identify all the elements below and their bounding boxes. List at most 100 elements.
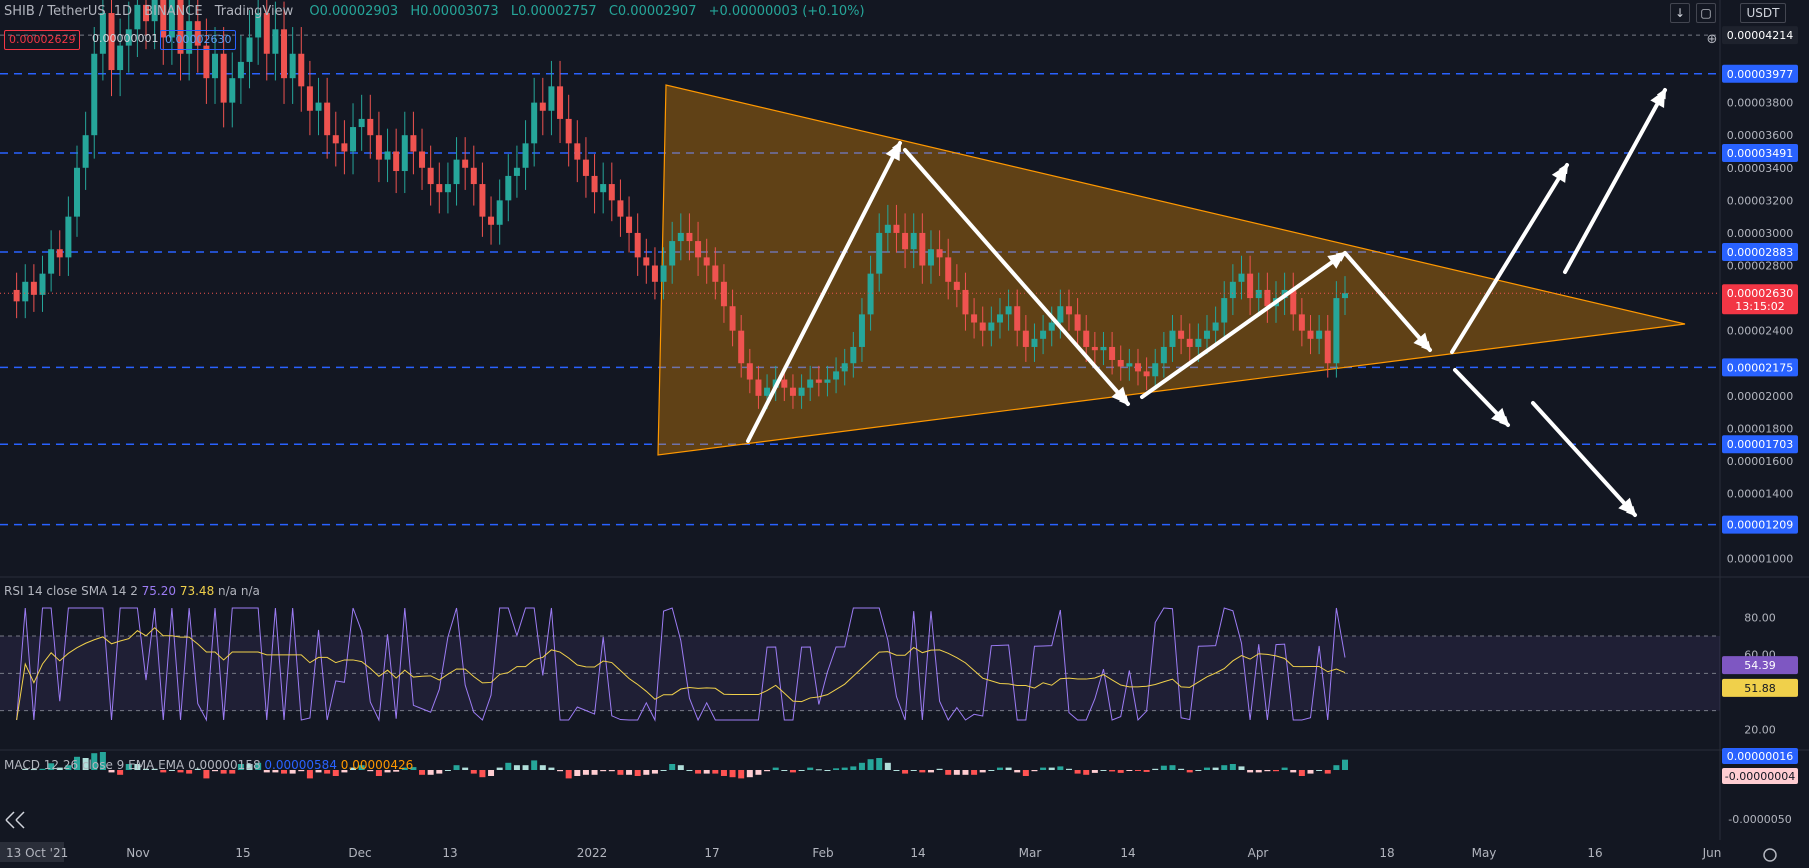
- macd-histogram-bar: [384, 770, 391, 773]
- macd-histogram-bar: [936, 768, 943, 770]
- trend-arrow: [746, 141, 902, 443]
- candle-body: [229, 78, 236, 103]
- candle-body: [824, 379, 831, 383]
- plus-icon: ⊕: [1707, 32, 1718, 47]
- macd-histogram-bar: [858, 762, 865, 770]
- time-tick-label: 14: [910, 846, 925, 860]
- candle-body: [1342, 293, 1348, 299]
- macd-histogram-bar: [651, 770, 658, 774]
- candle-body: [289, 53, 296, 79]
- candle-body: [617, 200, 624, 217]
- macd-histogram-bar: [505, 762, 512, 770]
- candle-body: [13, 289, 20, 302]
- candle-body: [755, 379, 762, 396]
- macd-histogram-bar: [220, 770, 227, 774]
- candle-body: [884, 224, 891, 233]
- candle-body: [893, 224, 900, 233]
- candle-body: [1316, 330, 1323, 339]
- macd-histogram-bar: [462, 767, 469, 770]
- trend-arrow: [1531, 401, 1637, 517]
- macd-histogram-bar: [988, 770, 995, 771]
- macd-histogram-bar: [496, 767, 503, 770]
- candle-body: [212, 53, 219, 79]
- macd-histogram-bar: [1247, 770, 1254, 773]
- price-tick-label: 0.00003000: [1727, 227, 1793, 240]
- time-tick-label: Feb: [812, 846, 833, 860]
- macd-histogram-bar: [212, 770, 219, 772]
- macd-histogram-bar: [764, 770, 771, 772]
- candle-body: [255, 13, 262, 38]
- candle-body: [677, 232, 684, 242]
- buy-price-box[interactable]: 0.00002630: [160, 30, 237, 50]
- macd-histogram-bar: [39, 768, 46, 770]
- rsi-extra: n/a n/a: [218, 584, 260, 598]
- price-tick-label: 0.00001400: [1727, 488, 1793, 501]
- candle-body: [419, 151, 426, 168]
- candle-body: [151, 0, 158, 22]
- candle-body: [1065, 306, 1072, 315]
- time-tick-label: May: [1472, 846, 1497, 860]
- sell-price-box[interactable]: 0.00002629: [4, 30, 81, 50]
- macd-histogram-bar: [953, 770, 960, 775]
- macd-histogram-bar: [1152, 768, 1159, 770]
- rsi-sma-line: [16, 627, 1346, 721]
- trend-arrow: [1343, 251, 1432, 352]
- candle-body: [177, 0, 184, 54]
- macd-histogram-bar: [65, 765, 72, 770]
- macd-histogram-bar: [712, 770, 719, 774]
- interval-label[interactable]: 1D: [113, 4, 133, 19]
- candle-body: [479, 184, 486, 217]
- macd-histogram-bar: [1048, 767, 1055, 770]
- trend-arrow: [1563, 88, 1667, 274]
- candle-body: [651, 265, 658, 282]
- macd-histogram-bar: [298, 770, 305, 772]
- level-price-box: [1722, 435, 1798, 454]
- candle-body: [548, 86, 555, 111]
- candle-body: [902, 232, 909, 250]
- candle-body: [281, 29, 288, 79]
- macd-histogram-bar: [74, 756, 81, 770]
- candle-body: [1083, 330, 1090, 347]
- time-tick-label: Jun: [1702, 846, 1722, 860]
- arrow-down-icon[interactable]: ↓: [1670, 3, 1690, 23]
- square-icon[interactable]: ▢: [1696, 3, 1716, 23]
- macd-histogram-bar: [246, 764, 253, 770]
- macd-histogram-bar: [1022, 770, 1029, 776]
- macd-histogram-bar: [548, 767, 555, 770]
- macd-histogram-bar: [1342, 759, 1348, 770]
- candle-body: [815, 379, 822, 383]
- time-tick-label: 18: [1379, 846, 1394, 860]
- currency-selector[interactable]: USDT: [1740, 3, 1786, 23]
- macd-histogram-bar: [143, 768, 150, 770]
- candle-body: [82, 135, 89, 168]
- candle-body: [194, 21, 201, 46]
- macd-histogram-bar: [1212, 767, 1219, 770]
- macd-histogram-bar: [1238, 766, 1245, 770]
- macd-histogram-bar: [117, 770, 124, 775]
- macd-histogram-bar: [1221, 765, 1228, 770]
- macd-histogram-bar: [358, 765, 365, 770]
- candle-body: [1014, 306, 1021, 331]
- macd-histogram-bar: [48, 763, 55, 770]
- countdown-label: 13:15:02: [1735, 300, 1784, 313]
- macd-histogram-bar: [531, 760, 538, 770]
- candle-body: [626, 216, 633, 233]
- macd-histogram-bar: [807, 767, 814, 770]
- candle-body: [565, 118, 572, 144]
- level-price-box: [1722, 242, 1798, 261]
- macd-histogram-bar: [436, 770, 443, 774]
- macd-histogram-bar: [1316, 770, 1323, 771]
- candle-body: [513, 167, 520, 176]
- trend-arrow: [1450, 163, 1569, 354]
- candle-body: [1040, 330, 1047, 339]
- symbol-name[interactable]: SHIB / TetherUS: [4, 4, 106, 19]
- macd-histogram-bar: [22, 768, 29, 770]
- rsi-sma-last-box: [1722, 678, 1798, 697]
- macd-histogram-bar: [919, 770, 926, 773]
- spread-value: 0.00000001: [92, 32, 159, 45]
- macd-histogram-bar: [1169, 765, 1176, 770]
- macd-axis-box: [1722, 748, 1798, 764]
- change-value: +0.00000003 (+0.10%): [708, 4, 865, 19]
- candle-body: [1091, 346, 1098, 351]
